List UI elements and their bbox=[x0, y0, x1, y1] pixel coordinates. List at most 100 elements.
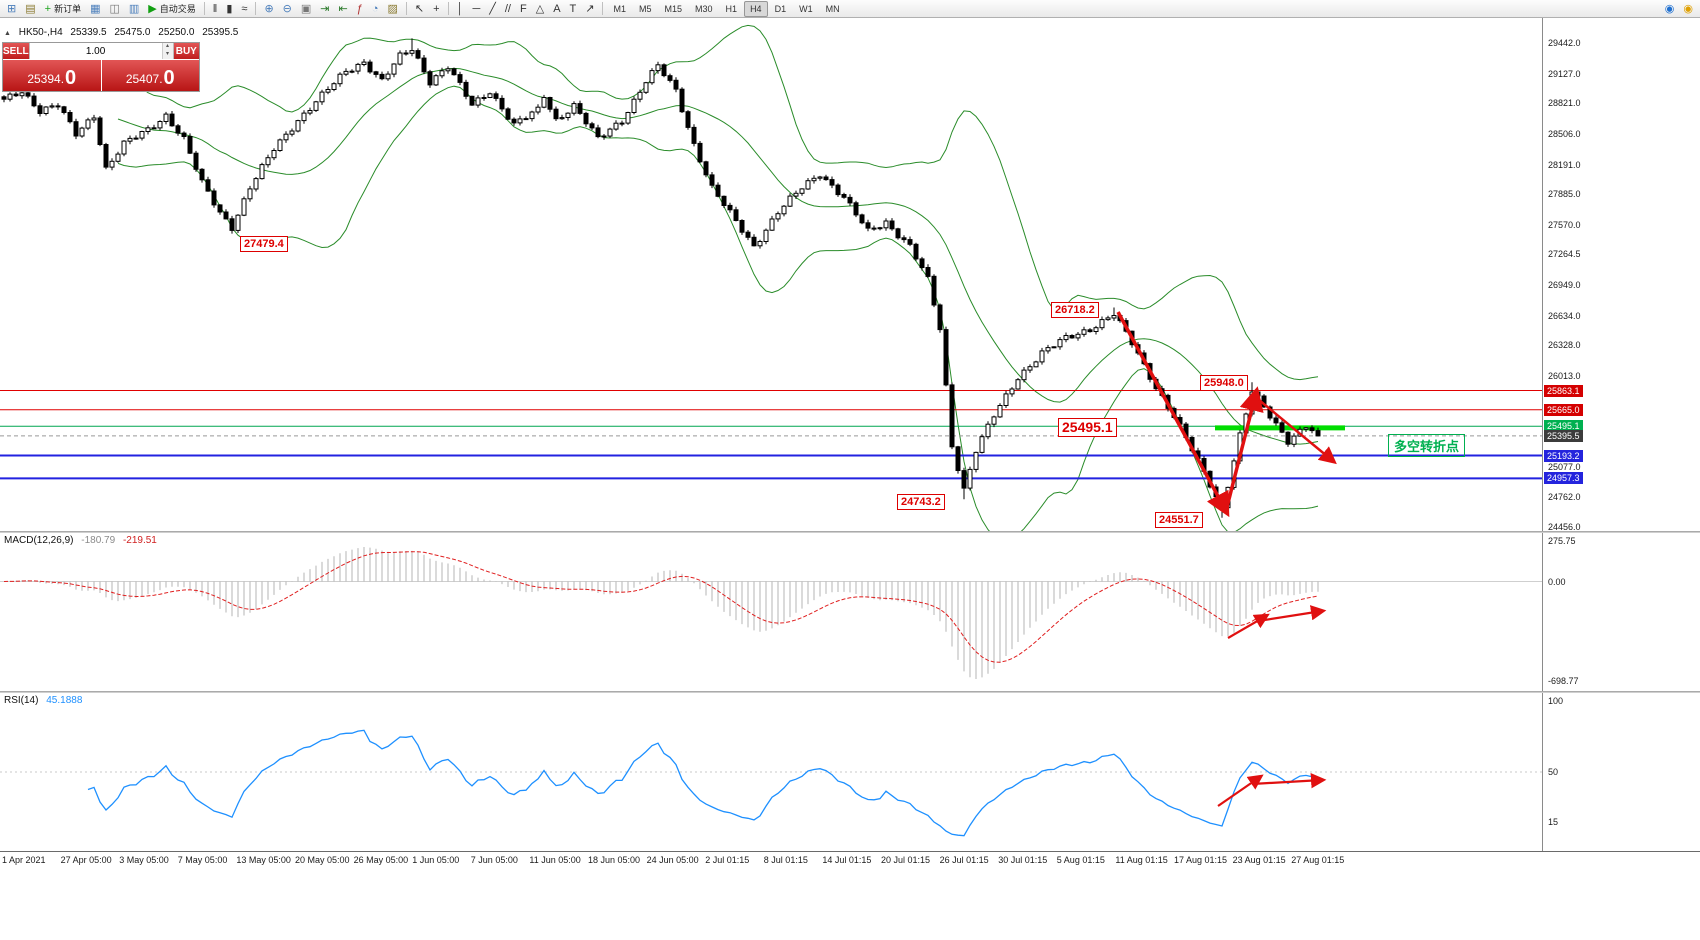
price-axis-label: 27264.5 bbox=[1548, 249, 1581, 260]
timeframe-m30-button[interactable]: M30 bbox=[695, 3, 713, 14]
label-icon[interactable]: T bbox=[566, 1, 581, 17]
crosshair-icon[interactable]: + bbox=[429, 1, 443, 17]
candlestick-chart[interactable] bbox=[0, 18, 1542, 531]
time-axis-label: 20 May 05:00 bbox=[295, 855, 350, 865]
rsi-axis: 100 50 15 bbox=[1542, 693, 1700, 851]
autotrading-icon[interactable]: ▶ 自动交易 bbox=[144, 1, 199, 17]
sell-price-pips: 0 bbox=[65, 67, 77, 89]
price-level-tag: 25495.1 bbox=[1544, 420, 1583, 433]
time-axis-label: 13 May 05:00 bbox=[236, 855, 291, 865]
periods-icon[interactable]: ◔ bbox=[368, 1, 383, 17]
volume-down-icon[interactable]: ▾ bbox=[162, 51, 173, 59]
time-axis-label: 20 Jul 01:15 bbox=[881, 855, 931, 865]
rsi-header: RSI(14) 45.1888 bbox=[4, 695, 87, 706]
navigator-icon[interactable]: ▥ bbox=[125, 1, 143, 17]
news-icon[interactable]: ◉ bbox=[1679, 1, 1697, 17]
chart-line-icon[interactable]: ≈ bbox=[237, 1, 251, 17]
price-level-tag: 25665.0 bbox=[1544, 403, 1583, 416]
volume-steppers: ▴ ▾ bbox=[161, 43, 173, 59]
text-icon[interactable]: A bbox=[549, 1, 564, 17]
price-axis-label: 28821.0 bbox=[1548, 98, 1581, 109]
timeframe-d1-button[interactable]: D1 bbox=[774, 3, 787, 14]
timeframe-h1-button[interactable]: H1 bbox=[725, 3, 738, 14]
sell-button[interactable]: SELL bbox=[3, 43, 29, 59]
cursor-icon[interactable]: ↖ bbox=[411, 1, 428, 17]
chart-bars-icon-glyph: ‖ bbox=[212, 2, 218, 15]
horizontal-line-icon[interactable]: ─ bbox=[468, 1, 484, 17]
timeframe-h4-button[interactable]: H4 bbox=[744, 0, 768, 17]
profiles-icon[interactable]: ▤ bbox=[21, 1, 39, 17]
new-order-icon-text: 新订单 bbox=[54, 4, 82, 14]
bollinger-lower-band bbox=[117, 85, 1319, 531]
toolbar-separator bbox=[405, 2, 407, 15]
auto-scroll-icon-glyph: ⇥ bbox=[320, 2, 330, 15]
vertical-line-icon[interactable]: │ bbox=[453, 1, 468, 17]
tile-windows-icon-glyph: ▣ bbox=[300, 2, 312, 15]
market-watch-icon-glyph: ▦ bbox=[90, 2, 101, 15]
indicators-icon-glyph: ƒ bbox=[356, 2, 363, 15]
profiles-icon-glyph: ▤ bbox=[25, 2, 36, 15]
price-axis-label: 26328.0 bbox=[1548, 340, 1581, 351]
volume-up-icon[interactable]: ▴ bbox=[162, 43, 173, 51]
price-axis-label: 29442.0 bbox=[1548, 38, 1581, 48]
panel-splitter[interactable] bbox=[0, 691, 1700, 693]
time-axis-label: 27 Apr 05:00 bbox=[60, 855, 112, 865]
trendline-icon[interactable]: ╱ bbox=[485, 1, 500, 17]
chart-candles-icon[interactable]: ▮ bbox=[222, 1, 236, 17]
channel-icon[interactable]: // bbox=[501, 1, 515, 17]
one-click-trading-panel: SELL ▴ ▾ BUY 25394.0 25407.0 bbox=[2, 42, 200, 92]
price-axis: 29442.0 29127.0 28821.0 28506.0 28191.0 27885… bbox=[1542, 18, 1700, 531]
panel-splitter[interactable] bbox=[0, 531, 1700, 533]
market-watch-icon[interactable]: ▦ bbox=[86, 1, 104, 17]
macd-signal-line bbox=[3, 551, 1319, 663]
time-axis-label: 2 Jul 01:15 bbox=[705, 855, 750, 865]
rsi-panel[interactable]: 100 50 15 RSI(14) 45.1888 bbox=[0, 693, 1700, 851]
indicators-icon[interactable]: ƒ bbox=[353, 1, 367, 17]
sell-price-button[interactable]: 25394. 0 bbox=[3, 60, 101, 91]
data-window-icon[interactable]: ◫ bbox=[105, 1, 123, 17]
timeframe-mn-button[interactable]: MN bbox=[825, 3, 840, 14]
new-chart-icon[interactable]: ⊞ bbox=[3, 1, 20, 17]
time-axis-label: 26 May 05:00 bbox=[353, 855, 409, 865]
new-order-icon[interactable]: + 新订单 bbox=[41, 1, 85, 17]
macd-panel[interactable]: 275.75 0.00 -698.77 MACD(12,26,9) -180.79 … bbox=[0, 533, 1700, 691]
time-axis-label: 14 Jul 01:15 bbox=[822, 855, 872, 865]
arrows-icon[interactable]: ↗ bbox=[581, 1, 598, 17]
time-axis-label: 11 Jun 05:00 bbox=[529, 855, 581, 865]
time-axis-label: 8 Jul 01:15 bbox=[763, 855, 808, 865]
label-icon-glyph: T bbox=[569, 2, 577, 15]
ohlc-high: 25475.0 bbox=[114, 27, 151, 38]
shapes-icon-glyph: △ bbox=[535, 2, 545, 15]
ohlc-close: 25395.5 bbox=[202, 27, 239, 38]
fibonacci-icon[interactable]: F bbox=[516, 1, 531, 17]
macd-signal-value: -219.51 bbox=[122, 535, 157, 546]
new-order-icon-glyph: + bbox=[44, 2, 52, 15]
buy-price-button[interactable]: 25407. 0 bbox=[100, 60, 199, 91]
buy-button[interactable]: BUY bbox=[173, 43, 199, 59]
bollinger-upper-band bbox=[117, 24, 1319, 381]
time-axis-label: 26 Jul 01:15 bbox=[939, 855, 989, 865]
timeframe-m5-button[interactable]: M5 bbox=[639, 3, 652, 14]
auto-scroll-icon[interactable]: ⇥ bbox=[316, 1, 333, 17]
chart-symbol: HK50-,H4 bbox=[18, 27, 63, 38]
zoom-out-icon[interactable]: ⊖ bbox=[279, 1, 296, 17]
shapes-icon[interactable]: △ bbox=[532, 1, 548, 17]
time-axis-label: 30 Jul 01:15 bbox=[998, 855, 1048, 865]
timeframe-w1-button[interactable]: W1 bbox=[799, 3, 813, 14]
main-chart-panel[interactable]: 29442.0 29127.0 28821.0 28506.0 28191.0 27885… bbox=[0, 18, 1700, 531]
tile-windows-icon[interactable]: ▣ bbox=[297, 1, 315, 17]
chart-title: ▲ HK50-,H4 25339.5 25475.0 25250.0 25395… bbox=[4, 27, 243, 38]
rsi-axis-label: 100 bbox=[1548, 696, 1564, 706]
sell-price: 25394. bbox=[27, 72, 65, 86]
volume-input[interactable] bbox=[29, 43, 162, 59]
timeframe-m15-button[interactable]: M15 bbox=[664, 3, 683, 14]
zoom-in-icon[interactable]: ⊕ bbox=[260, 1, 277, 17]
community-icon[interactable]: ◉ bbox=[1661, 1, 1679, 17]
toolbar-separator bbox=[203, 2, 205, 15]
time-axis[interactable]: 1 Apr 2021 27 Apr 05:00 3 May 05:00 7 May 0… bbox=[0, 851, 1700, 868]
templates-icon[interactable]: ▨ bbox=[384, 1, 402, 17]
window-bottom-space bbox=[0, 868, 1700, 940]
chart-shift-icon[interactable]: ⇤ bbox=[335, 1, 352, 17]
chart-bars-icon[interactable]: ‖ bbox=[209, 1, 222, 17]
timeframe-m1-button[interactable]: M1 bbox=[613, 3, 626, 14]
